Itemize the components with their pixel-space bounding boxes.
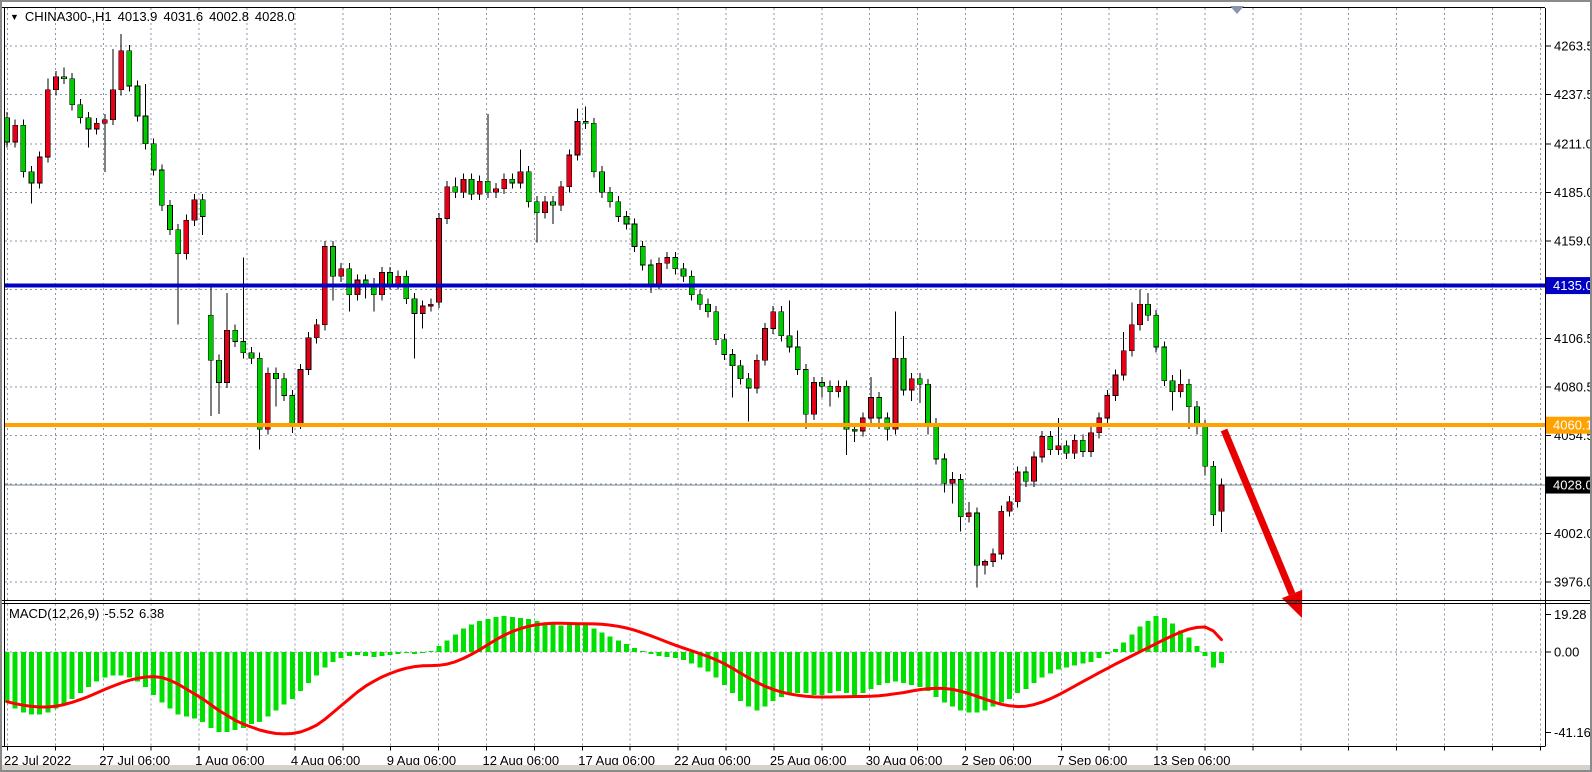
svg-text:4135.0: 4135.0	[1553, 278, 1592, 293]
price-axis-label: 4106.5	[1554, 331, 1592, 346]
pane-frame	[2, 7, 1590, 747]
macd-main-value: -5.52	[104, 606, 134, 621]
time-axis-label: 27 Jul 06:00	[99, 753, 170, 768]
time-axis-label: 25 Aug 06:00	[770, 753, 847, 768]
time-axis-label: 22 Jul 2022	[4, 753, 71, 768]
window-bottom-edge	[2, 765, 1590, 770]
ohlc-close-value: 4028.0	[254, 9, 295, 24]
svg-text:4060.1: 4060.1	[1553, 418, 1592, 433]
support-price-badge: 4060.1	[1546, 416, 1592, 434]
macd-axis-label: 19.28	[1554, 607, 1587, 622]
price-axis-label: 3976.0	[1554, 574, 1592, 589]
ohlc-low-value: 4002.8	[209, 9, 249, 24]
grid-layer	[5, 8, 1545, 747]
price-axis-label: 4159.0	[1554, 233, 1592, 248]
time-axis-label: 2 Sep 06:00	[962, 753, 1032, 768]
price-axis-label: 4185.0	[1554, 185, 1592, 200]
price-axis-label: 4263.5	[1554, 39, 1592, 54]
candles-layer	[4, 33, 1225, 588]
svg-text:4028.0: 4028.0	[1553, 478, 1592, 493]
price-axis-label: 4237.5	[1554, 87, 1592, 102]
chart-shift-marker-icon[interactable]	[1230, 6, 1244, 14]
macd-axis-label: 0.00	[1554, 645, 1579, 660]
symbol-timeframe-label: CHINA300-,H1	[24, 9, 112, 24]
time-axis-label: 4 Aug 06:00	[291, 753, 360, 768]
time-axis-label: 1 Aug 06:00	[195, 753, 264, 768]
time-axis-label: 12 Aug 06:00	[483, 753, 560, 768]
price-axis-label: 4080.5	[1554, 380, 1592, 395]
bid-price-badge: 4028.0	[1546, 476, 1592, 494]
time-axis-label: 9 Aug 06:00	[387, 753, 456, 768]
macd-indicator-label: MACD(12,26,9) -5.52 6.38	[9, 606, 164, 621]
macd-axis-label: -41.16	[1554, 725, 1591, 740]
price-axis-label: 4002.0	[1554, 526, 1592, 541]
price-axis[interactable]: 4263.5 4237.5 4211.0 4185.0 4159.0 4106.5 4080…	[1545, 39, 1592, 740]
macd-histogram	[4, 615, 1224, 732]
time-axis-label: 30 Aug 06:00	[866, 753, 943, 768]
time-axis[interactable]: 22 Jul 2022 27 Jul 06:00 1 Aug 06:00 4 Aug …	[4, 746, 1541, 769]
time-axis-label: 22 Aug 06:00	[674, 753, 751, 768]
symbol-dropdown-icon[interactable]: ▼	[10, 12, 19, 22]
time-axis-label: 17 Aug 06:00	[578, 753, 655, 768]
ohlc-open-value: 4013.9	[117, 9, 158, 24]
price-axis-label: 4211.0	[1554, 136, 1592, 151]
time-axis-label: 13 Sep 06:00	[1153, 753, 1230, 768]
time-axis-label: 7 Sep 06:00	[1057, 753, 1127, 768]
macd-signal-line	[5, 621, 1223, 736]
chart-title: ▼ CHINA300-,H1 4013.9 4031.6 4002.8 4028.0	[10, 9, 295, 24]
resistance-price-badge: 4135.0	[1546, 277, 1592, 295]
macd-name-label: MACD(12,26,9)	[9, 606, 100, 621]
macd-signal-value: 6.38	[138, 606, 165, 621]
trend-arrow[interactable]	[1220, 428, 1303, 618]
ohlc-high-value: 4031.6	[163, 9, 204, 24]
